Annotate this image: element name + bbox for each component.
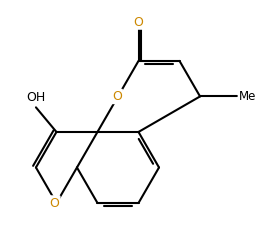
Text: O: O bbox=[50, 197, 59, 210]
Text: O: O bbox=[134, 15, 143, 29]
Text: O: O bbox=[112, 90, 122, 103]
Text: Me: Me bbox=[239, 90, 257, 103]
Text: OH: OH bbox=[26, 91, 46, 104]
